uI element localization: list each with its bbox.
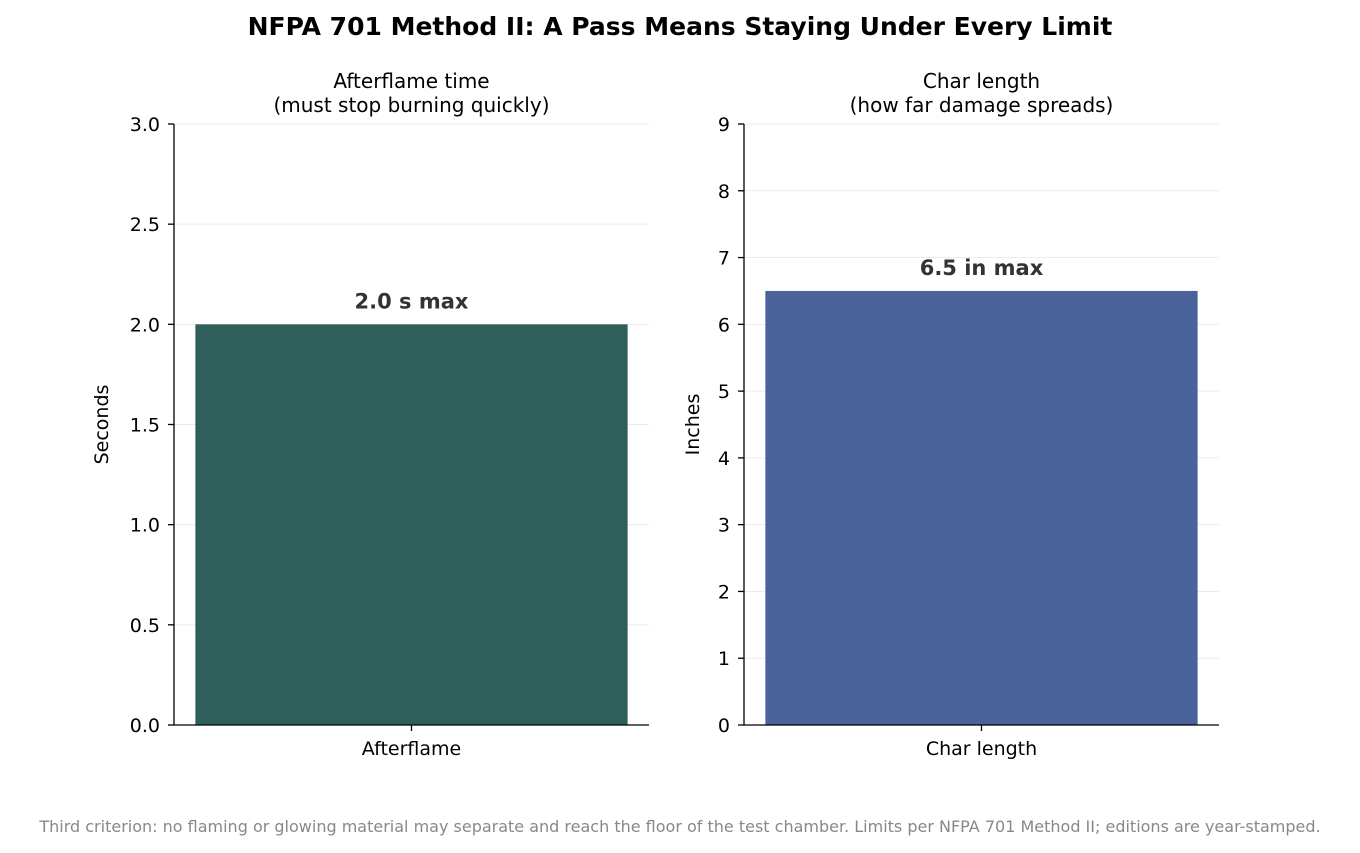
afterflame-panel: 2.0 s max 0.0 0.5 1.0 1.5 2.0 2.5 3.0 Afterflame…	[91, 69, 649, 760]
afterflame-bar	[195, 324, 628, 725]
y-tick-label: 0.0	[130, 715, 160, 737]
y-tick-label: 5	[718, 381, 730, 403]
footnote: Third criterion: no flaming or glowing m…	[39, 817, 1321, 836]
x-tick-label: Char length	[926, 738, 1037, 760]
y-tick-label: 9	[718, 114, 730, 136]
data-label: 6.5 in max	[920, 256, 1044, 280]
y-tick-label: 6	[718, 314, 730, 336]
y-tick-label: 7	[718, 248, 730, 270]
y-axis-label: Seconds	[91, 385, 113, 465]
y-tick-label: 2.5	[130, 214, 160, 236]
chart-title: NFPA 701 Method II: A Pass Means Staying…	[248, 12, 1113, 41]
char-length-panel: 6.5 in max 0 1 2 3 4 5 6 7 8 9 Char length Inches Cha…	[682, 69, 1219, 760]
y-tick-label: 1	[718, 648, 730, 670]
y-tick-label: 4	[718, 448, 730, 470]
panel-title-line: (must stop burning quickly)	[273, 93, 549, 117]
data-label: 2.0 s max	[355, 289, 469, 313]
y-tick-label: 2	[718, 581, 730, 603]
x-tick-label: Afterflame	[362, 738, 461, 760]
y-tick-label: 8	[718, 181, 730, 203]
y-tick-label: 0.5	[130, 615, 160, 637]
y-tick-label: 1.0	[130, 515, 160, 537]
y-tick-label: 3.0	[130, 114, 160, 136]
panel-title-line: (how far damage spreads)	[850, 93, 1114, 117]
char-length-bar	[765, 290, 1198, 725]
y-tick-label: 1.5	[130, 415, 160, 437]
y-tick-label: 3	[718, 515, 730, 537]
y-tick-label: 2.0	[130, 314, 160, 336]
panel-title-line: Afterflame time	[333, 69, 489, 93]
y-axis-label: Inches	[682, 394, 704, 456]
panel-title-line: Char length	[923, 69, 1040, 93]
y-tick-label: 0	[718, 715, 730, 737]
